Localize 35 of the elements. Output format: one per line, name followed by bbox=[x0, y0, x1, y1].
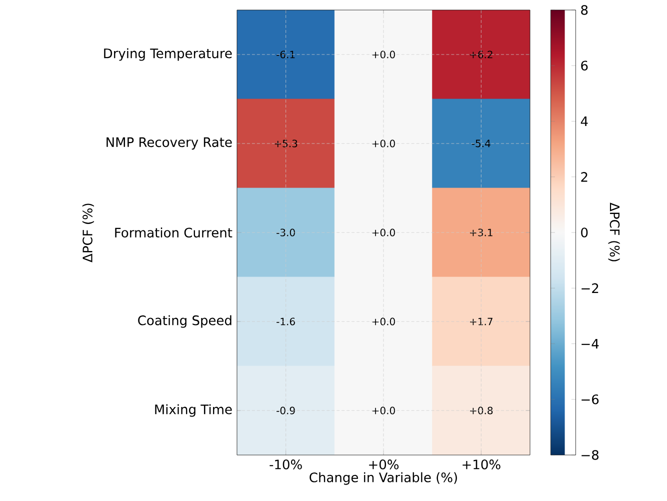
data-label: +6.2 bbox=[470, 50, 492, 58]
y-tick-label: Mixing Time bbox=[155, 404, 232, 417]
x-tick-label: +10% bbox=[462, 460, 500, 470]
y-tick-label: Coating Speed bbox=[138, 315, 232, 328]
color-bar-label: −2 bbox=[582, 283, 598, 293]
data-label: -3.0 bbox=[276, 228, 295, 236]
color-bar-label: 6 bbox=[581, 60, 588, 71]
color-bar-label: −6 bbox=[582, 394, 599, 404]
data-label: -1.6 bbox=[276, 318, 295, 326]
color-bar-label: 4 bbox=[580, 116, 588, 126]
data-label: +1.7 bbox=[470, 318, 492, 326]
y-tick-label: Formation Current bbox=[115, 227, 232, 238]
color-bar-label: 0 bbox=[581, 228, 588, 238]
data-label: +0.0 bbox=[372, 228, 395, 236]
y-tick-label: NMP Recovery Rate bbox=[106, 137, 232, 150]
y-axis-title: ΔPCF (%) bbox=[82, 204, 94, 262]
color-bar-title: ΔPCF (%) bbox=[608, 202, 620, 262]
color-bar-label: −4 bbox=[582, 339, 599, 348]
data-label: +5.3 bbox=[274, 140, 298, 148]
x-axis-title: Change in Variable (%) bbox=[310, 472, 457, 485]
data-label: +0.0 bbox=[372, 140, 395, 148]
y-tick-label: Drying Temperature bbox=[104, 48, 232, 61]
data-label: +0.0 bbox=[372, 406, 395, 414]
color-bar-label: −8 bbox=[582, 450, 599, 460]
color-bar-label: 8 bbox=[581, 5, 588, 15]
data-label: +3.1 bbox=[470, 228, 492, 236]
data-label: -5.4 bbox=[472, 140, 490, 148]
data-label: +0.8 bbox=[470, 406, 493, 414]
x-tick-label: -10% bbox=[270, 460, 302, 470]
data-label: +0.0 bbox=[372, 318, 395, 326]
x-tick-label: +0% bbox=[369, 460, 399, 470]
color-bar-label: 2 bbox=[581, 172, 588, 182]
data-label: +0.0 bbox=[372, 50, 395, 58]
data-label: -0.9 bbox=[276, 406, 295, 414]
data-label: -6.1 bbox=[276, 50, 295, 58]
